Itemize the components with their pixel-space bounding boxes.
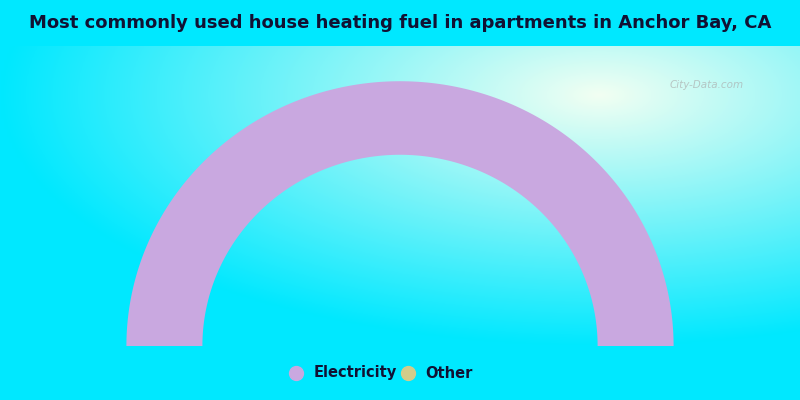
Text: Electricity: Electricity [314, 366, 397, 380]
Text: Other: Other [426, 366, 473, 380]
Polygon shape [126, 81, 674, 346]
Text: City-Data.com: City-Data.com [670, 80, 744, 90]
Text: Most commonly used house heating fuel in apartments in Anchor Bay, CA: Most commonly used house heating fuel in… [29, 14, 771, 32]
